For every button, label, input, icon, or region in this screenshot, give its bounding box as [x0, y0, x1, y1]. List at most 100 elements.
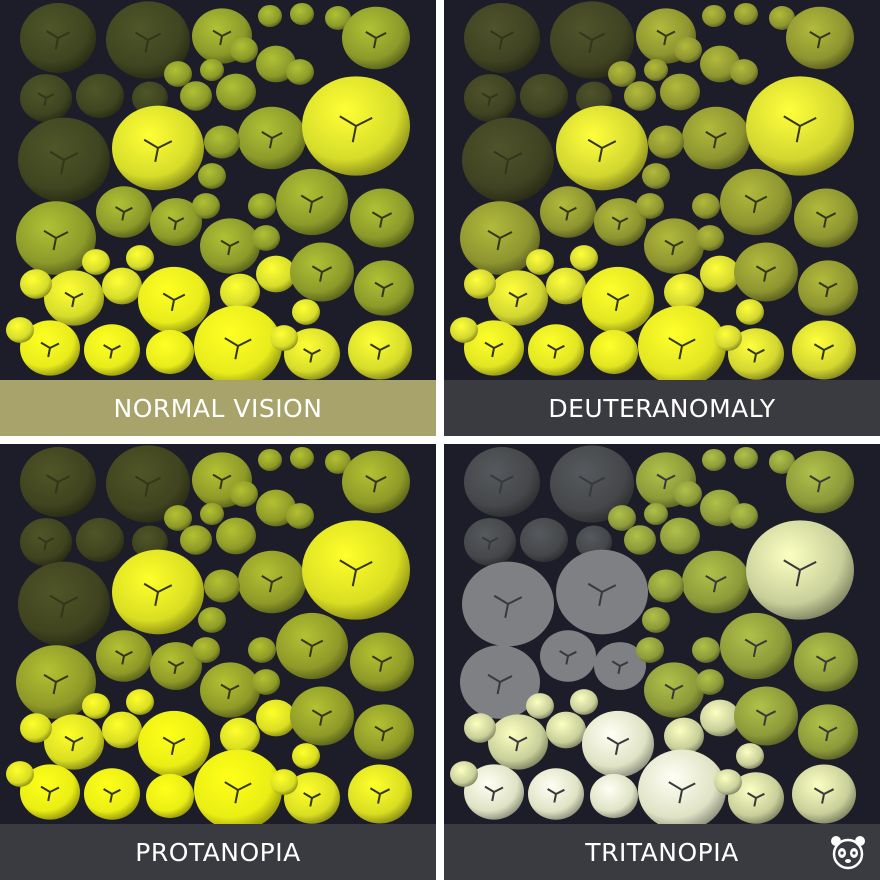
tomato-stem: [134, 31, 162, 53]
tomato: [20, 269, 52, 299]
tomato-stem: [481, 536, 499, 550]
tomato: [216, 73, 256, 111]
tomato: [286, 59, 314, 85]
panda-logo-icon: [831, 836, 865, 870]
tomato: [270, 325, 298, 351]
tomato-stem: [508, 735, 528, 752]
tomato-stem: [303, 792, 321, 807]
tomato: [192, 637, 220, 663]
tomato-stem: [744, 638, 768, 657]
tomato-stem: [744, 194, 768, 213]
tomato-stem: [43, 229, 69, 251]
tomato: [638, 305, 726, 380]
tomato-stem: [224, 781, 252, 804]
tomato: [180, 525, 212, 555]
tomato-stem: [815, 655, 837, 672]
tomato-stem: [578, 475, 606, 497]
tomato: [102, 711, 142, 749]
caption-normal-vision: NORMAL VISION: [0, 380, 436, 436]
tomato: [648, 569, 684, 603]
tomato: [126, 689, 154, 715]
tomato: [692, 637, 720, 663]
tomato-stem: [747, 348, 765, 363]
tomato: [674, 481, 702, 507]
tomato-stem: [212, 473, 232, 490]
tomato: [258, 448, 282, 472]
tomato: [290, 446, 314, 470]
tomato-stem: [103, 788, 121, 803]
tomato-stem: [115, 650, 133, 665]
tomato-stem: [664, 239, 684, 256]
tomato-stem: [143, 582, 173, 606]
tomato-stem: [365, 31, 387, 49]
tomato-stem: [224, 337, 252, 360]
tomato: [450, 761, 478, 787]
tomato: [6, 317, 34, 343]
caption-tritanopia: TRITANOPIA: [444, 824, 880, 880]
tomato-stem: [37, 536, 55, 550]
tomato-stem: [705, 131, 727, 149]
tomato: [734, 2, 758, 26]
tomato: [648, 125, 684, 159]
caption-protanopia: PROTANOPIA: [0, 824, 436, 880]
tomato: [256, 699, 296, 737]
tomato: [624, 81, 656, 111]
tomato-stem: [484, 341, 504, 358]
tomato-stem: [809, 475, 831, 493]
tomato: [520, 517, 568, 563]
tomato-stem: [374, 281, 394, 298]
tomato: [636, 637, 664, 663]
tomato: [102, 267, 142, 305]
tomato: [696, 669, 724, 695]
tomato-stem: [587, 582, 617, 606]
tomato: [700, 255, 740, 293]
tomato-stem: [493, 594, 523, 618]
tomato-photo-protanopia: [0, 444, 436, 824]
tomato-stem: [261, 131, 283, 149]
tomato: [286, 503, 314, 529]
tomato: [638, 749, 726, 824]
tomato-stem: [40, 341, 60, 358]
tomato: [570, 689, 598, 715]
tomato: [702, 4, 726, 28]
tomato-stem: [162, 292, 186, 311]
tomato: [325, 6, 351, 30]
tomato-stem: [490, 30, 514, 50]
tomato: [6, 761, 34, 787]
tomato-stem: [300, 194, 324, 213]
tomato: [325, 450, 351, 474]
tomato-stem: [49, 150, 79, 174]
tomato: [546, 267, 586, 305]
tomato-stem: [143, 138, 173, 162]
tomato: [608, 505, 636, 531]
tomato: [692, 193, 720, 219]
tomato-stem: [815, 211, 837, 228]
tomato: [660, 73, 700, 111]
tomato: [200, 58, 224, 82]
tomato-stem: [167, 660, 185, 674]
tomato: [608, 61, 636, 87]
tomato-photo-deuteranomaly: [444, 0, 880, 380]
tomato: [270, 769, 298, 795]
tomato: [220, 717, 260, 755]
tomato: [194, 749, 282, 824]
tomato: [256, 45, 296, 83]
tomato-stem: [300, 638, 324, 657]
tomato-stem: [339, 559, 373, 587]
tomato-stem: [578, 31, 606, 53]
tomato: [216, 517, 256, 555]
tomato: [546, 711, 586, 749]
tomato: [220, 273, 260, 311]
tomato: [20, 713, 52, 743]
tomato-stem: [783, 115, 817, 143]
tomato-stem: [813, 787, 835, 804]
tomato: [76, 73, 124, 119]
tomato: [252, 669, 280, 695]
tomato-stem: [493, 150, 523, 174]
tomato-stem: [371, 655, 393, 672]
tomato: [256, 489, 296, 527]
tomato-stem: [490, 474, 514, 494]
tomato-stem: [547, 344, 565, 359]
tomato-stem: [747, 792, 765, 807]
tomato-stem: [656, 29, 676, 46]
